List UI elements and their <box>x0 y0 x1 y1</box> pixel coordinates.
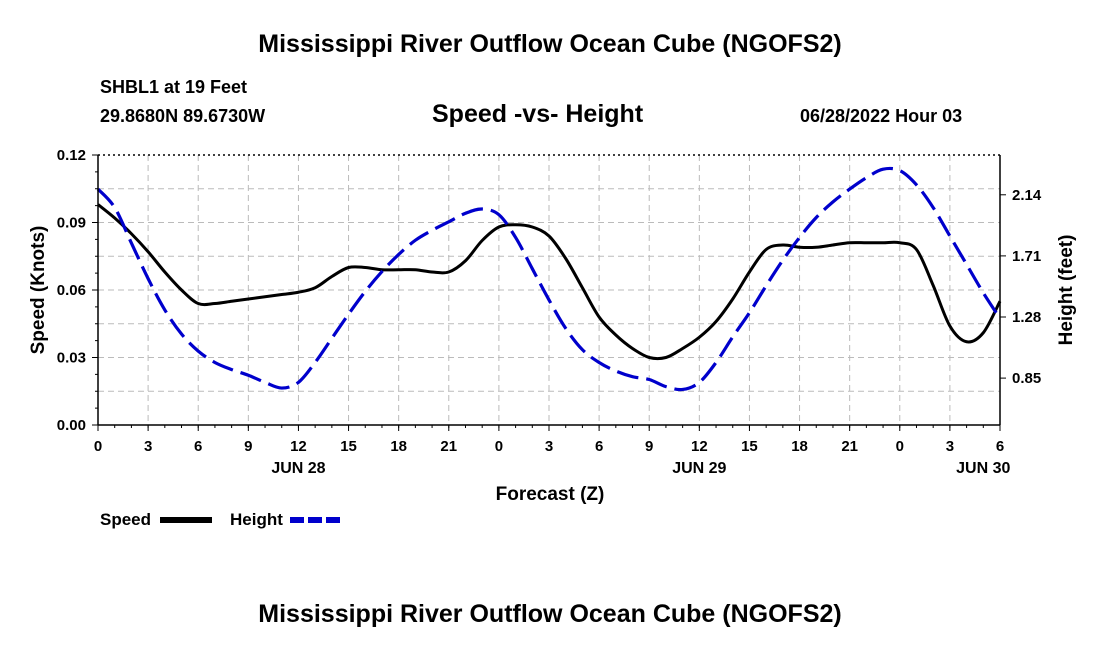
x-tick-label: 12 <box>691 438 708 455</box>
x-tick-label: 15 <box>741 438 758 455</box>
x-tick-label: 12 <box>290 438 307 455</box>
day-label: JUN 28 <box>271 460 325 477</box>
footer-title: Mississippi River Outflow Ocean Cube (NG… <box>258 600 842 628</box>
chart-subtitle: Speed -vs- Height <box>432 100 644 128</box>
legend-speed-label: Speed <box>100 510 151 529</box>
legend-height-label: Height <box>230 510 283 529</box>
station-coords: 29.8680N 89.6730W <box>100 106 266 126</box>
axes: 0 3 6 9 12 15 18 21 0 3 6 9 12 15 18 21 0 3 6 JUN 28 JUN 29 J… <box>57 147 1042 477</box>
y-axis-label-left: Speed (Knots) <box>28 226 49 355</box>
x-tick-label: 6 <box>996 438 1004 455</box>
y-axis-label-right: Height (feet) <box>1056 235 1077 346</box>
series-lines <box>96 166 1002 392</box>
x-tick-label: 9 <box>244 438 252 455</box>
y-tick-label-left: 0.06 <box>57 282 86 299</box>
x-tick-label: 6 <box>595 438 603 455</box>
y-tick-label-right: 1.28 <box>1012 309 1041 326</box>
day-label: JUN 29 <box>672 460 726 477</box>
series-line-speed <box>97 203 1002 361</box>
y-tick-label-left: 0.00 <box>57 417 86 434</box>
x-tick-label: 6 <box>194 438 202 455</box>
station-label: SHBL1 at 19 Feet <box>100 77 248 97</box>
y-tick-label-left: 0.09 <box>57 215 86 232</box>
forecast-datetime: 06/28/2022 Hour 03 <box>800 106 963 126</box>
x-tick-label: 18 <box>791 438 808 455</box>
x-tick-label: 9 <box>645 438 653 455</box>
page-title: Mississippi River Outflow Ocean Cube (NG… <box>258 30 842 58</box>
y-tick-label-left: 0.12 <box>57 147 86 164</box>
x-tick-label: 21 <box>841 438 858 455</box>
y-tick-label-right: 1.71 <box>1012 248 1041 265</box>
x-axis-label: Forecast (Z) <box>496 484 605 505</box>
y-tick-label-right: 0.85 <box>1012 370 1041 387</box>
x-tick-label: 3 <box>946 438 954 455</box>
x-tick-label: 3 <box>545 438 553 455</box>
y-tick-label-right: 2.14 <box>1012 187 1042 204</box>
x-tick-label: 0 <box>495 438 503 455</box>
legend: Speed Height <box>100 510 342 529</box>
x-tick-label: 18 <box>390 438 407 455</box>
x-tick-label: 0 <box>896 438 904 455</box>
series-line-height <box>96 166 1002 392</box>
x-tick-label: 3 <box>144 438 152 455</box>
x-tick-label: 21 <box>440 438 457 455</box>
day-label: JUN 30 <box>956 460 1010 477</box>
x-tick-label: 15 <box>340 438 357 455</box>
speed-height-chart: 0 3 6 9 12 15 18 21 0 3 6 9 12 15 18 21 0 3 6 JUN 28 JUN 29 J… <box>28 147 1077 529</box>
y-tick-label-left: 0.03 <box>57 350 86 367</box>
grid-lines <box>98 155 1000 425</box>
x-tick-label: 0 <box>94 438 102 455</box>
